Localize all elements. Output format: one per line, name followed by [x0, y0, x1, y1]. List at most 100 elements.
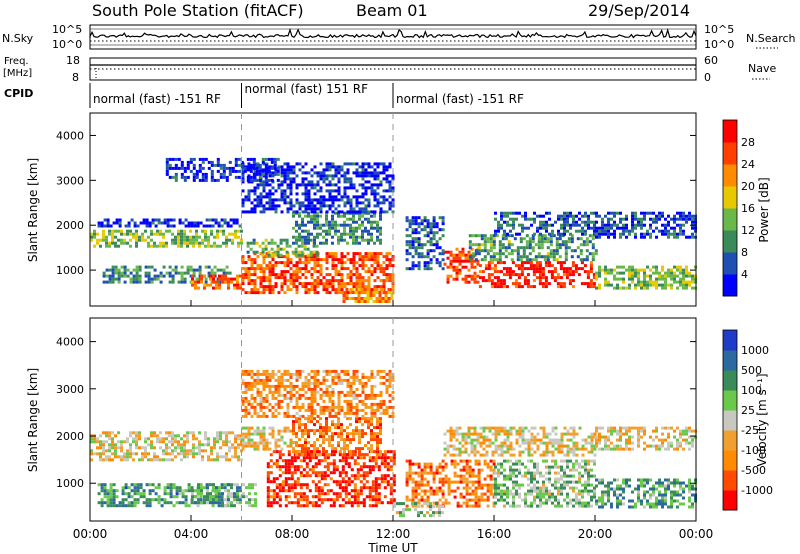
heatmap-cell-band-4 — [266, 492, 270, 496]
heatmap-cell-band-16 — [186, 160, 190, 164]
heatmap-cell-band-4 — [377, 501, 381, 505]
heatmap-cell-band-2 — [180, 271, 184, 275]
heatmap-cell-band-4 — [247, 258, 251, 262]
heatmap-cell-band-11 — [474, 252, 478, 256]
heatmap-cell-band-4 — [356, 504, 360, 508]
heatmap-cell-band-4 — [340, 264, 344, 268]
heatmap-cell-band-6 — [388, 405, 392, 409]
heatmap-cell-band-2 — [236, 495, 239, 499]
heatmap-cell-band-6 — [265, 399, 269, 403]
heatmap-cell-band-16 — [249, 169, 253, 173]
heatmap-cell-band-1 — [151, 221, 155, 225]
heatmap-cell-band-14 — [610, 226, 613, 230]
heatmap-cell-band-7 — [334, 168, 338, 172]
heatmap-cell-band-6 — [328, 408, 332, 412]
heatmap-cell-band-5 — [328, 438, 331, 442]
heatmap-cell-band-2 — [150, 280, 154, 284]
heatmap-cell-band-10 — [520, 261, 524, 265]
heatmap-cell-band-4 — [307, 270, 311, 274]
heatmap-cell-band-6 — [253, 405, 257, 409]
heatmap-cell-band-6 — [364, 229, 367, 233]
heatmap-cell-band-15 — [411, 237, 415, 241]
heatmap-cell-band-16 — [165, 157, 169, 161]
heatmap-cell-band-7 — [405, 474, 409, 478]
heatmap-cell-band-6 — [271, 411, 275, 415]
heatmap-cell-band-4 — [313, 258, 317, 262]
heatmap-cell-band-5 — [349, 441, 352, 445]
heatmap-cell-band-6 — [271, 372, 275, 376]
heatmap-cell-band-14 — [631, 217, 634, 221]
heatmap-cell-band-0 — [237, 455, 240, 459]
heatmap-cell-band-2 — [144, 265, 148, 269]
heatmap-cell-band-5 — [349, 450, 352, 454]
heatmap-cell-band-4 — [253, 267, 257, 271]
heatmap-cell-band-12 — [542, 220, 545, 224]
heatmap-cell-band-10 — [541, 267, 545, 271]
heatmap-cell-band-11 — [474, 258, 478, 262]
heatmap-cell-band-11 — [483, 258, 487, 262]
heatmap-cell-band-9 — [464, 259, 468, 263]
heatmap-cell-band-4 — [293, 486, 297, 490]
heatmap-cell-band-6 — [262, 381, 266, 385]
heatmap-cell-band-16 — [210, 175, 214, 179]
heatmap-cell-band-16 — [273, 163, 277, 167]
heatmap-cell-band-8 — [345, 297, 349, 300]
heatmap-cell-band-7 — [411, 489, 415, 493]
heatmap-cell-band-4 — [317, 450, 321, 454]
heatmap-cell-band-11 — [507, 252, 511, 256]
heatmap-cell-band-14 — [610, 232, 613, 236]
heatmap-cell-band-13 — [685, 265, 688, 269]
heatmap-cell-band-7 — [244, 210, 248, 214]
heatmap-cell-band-14 — [649, 223, 652, 227]
heatmap-cell-band-15 — [405, 216, 409, 220]
heatmap-cell-band-16 — [249, 157, 253, 161]
heatmap-cell-band-7 — [319, 201, 323, 205]
heatmap-cell-band-0 — [156, 455, 159, 459]
heatmap-cell-band-15 — [429, 249, 433, 253]
heatmap-cell-band-4 — [383, 453, 387, 457]
heatmap-cell-band-10 — [508, 276, 512, 280]
heatmap-cell-band-0 — [222, 440, 225, 444]
heatmap-cell-band-9 — [452, 259, 456, 263]
heatmap-cell-band-2 — [150, 277, 154, 281]
heatmap-cell-band-10 — [592, 285, 596, 289]
heatmap-cell-band-7 — [325, 177, 329, 181]
heatmap-cell-band-3 — [241, 435, 245, 439]
heatmap-cell-band-6 — [301, 384, 305, 388]
heatmap-cell-band-0 — [147, 244, 150, 248]
heatmap-cell-band-6 — [286, 369, 290, 373]
heatmap-cell-band-4 — [299, 459, 303, 463]
heatmap-cell-band-16 — [222, 163, 226, 167]
heatmap-cell-band-6 — [325, 408, 329, 412]
heatmap-cell-band-5 — [282, 247, 286, 251]
heatmap-cell-band-4 — [299, 471, 303, 475]
heatmap-cell-band-4 — [295, 276, 299, 280]
heatmap-cell-band-2 — [159, 280, 163, 284]
heatmap-cell-band-2 — [233, 492, 236, 496]
heatmap-cell-band-0 — [225, 437, 228, 441]
heatmap-cell-band-11 — [537, 240, 541, 244]
heatmap-cell-band-1 — [187, 504, 191, 508]
heatmap-cell-band-15 — [417, 264, 421, 268]
heatmap-cell-band-0 — [231, 238, 234, 242]
heatmap-cell-band-6 — [343, 232, 346, 236]
heatmap-cell-band-14 — [604, 229, 607, 233]
heatmap-cell-band-4 — [293, 483, 297, 487]
heatmap-cell-band-4 — [361, 285, 365, 289]
heatmap-cell-band-1 — [151, 483, 155, 487]
heatmap-cell-band-6 — [316, 414, 320, 418]
heatmap-cell-band-7 — [364, 192, 368, 196]
heatmap-cell-band-13 — [688, 283, 691, 287]
heatmap-cell-band-6 — [256, 387, 260, 391]
heatmap-cell-band-9 — [455, 253, 459, 257]
heatmap-cell-band-12 — [563, 220, 566, 224]
heatmap-cell-band-7 — [355, 174, 359, 178]
heatmap-cell-band-1 — [214, 492, 218, 496]
heatmap-cell-band-3 — [221, 280, 224, 284]
heatmap-cell-band-16 — [231, 166, 235, 170]
heatmap-cell-band-5 — [304, 417, 307, 421]
heatmap-cell-band-2 — [171, 277, 175, 281]
heatmap-cell-band-14 — [679, 226, 682, 230]
heatmap-cell-band-1 — [226, 224, 230, 228]
heatmap-cell-band-9 — [473, 274, 477, 278]
